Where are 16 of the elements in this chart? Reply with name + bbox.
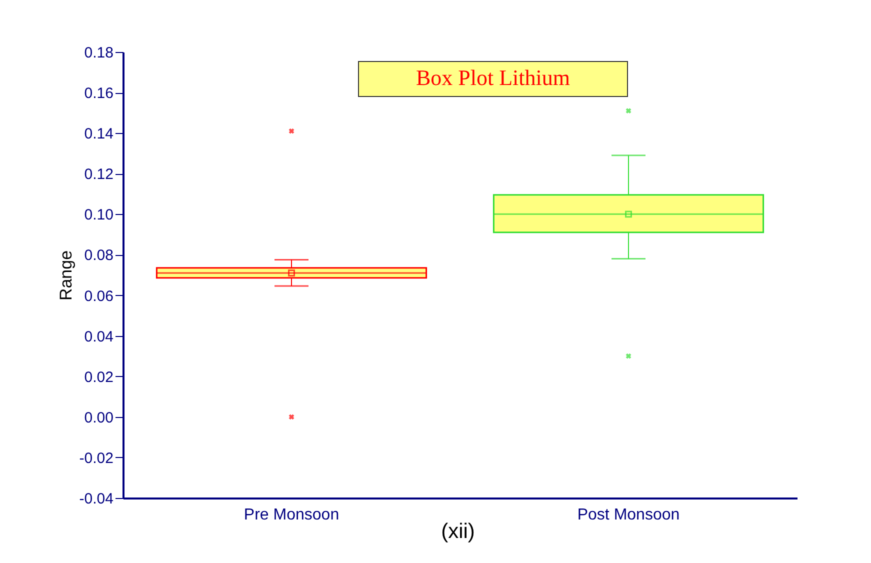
text: (xii) [440,520,476,544]
y-tick-label: 0.02 [84,368,114,386]
x-tick-label: Pre Monsoon [244,506,340,524]
x-tick-label: Post Monsoon [577,506,680,524]
y-tick-label: 0.14 [84,126,114,143]
y-tick-label: 0.00 [84,409,114,426]
y-tick-label: 0.06 [84,288,114,305]
y-tick-label: 0.18 [84,44,114,62]
y-tick-label: 0.12 [84,166,114,184]
y-tick-label: -0.02 [79,450,114,467]
y-tick-label: 0.04 [84,328,114,346]
y-axis-title: Range [56,250,76,301]
y-tick-label: 0.10 [84,206,114,224]
y-tick-label: 0.16 [84,85,114,102]
y-tick-label: -0.04 [79,490,114,508]
y-tick-label: 0.08 [84,247,114,264]
